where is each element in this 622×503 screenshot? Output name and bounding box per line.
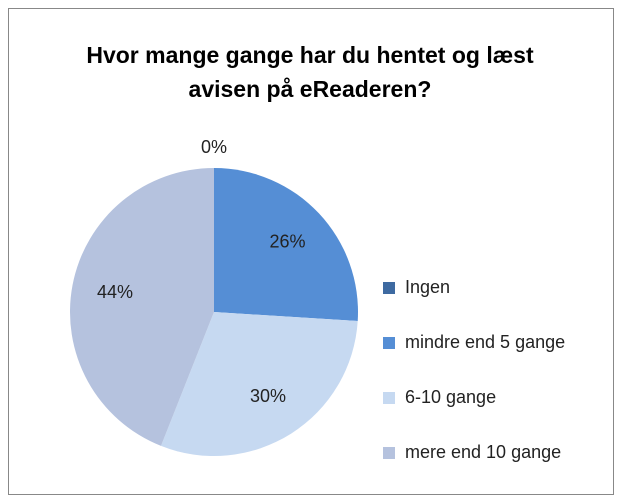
legend-label: mindre end 5 gange <box>405 332 565 352</box>
data-label: 30% <box>250 386 286 406</box>
legend-label: mere end 10 gange <box>405 442 561 462</box>
legend-swatch <box>383 447 395 459</box>
pie-slice <box>160 312 358 456</box>
legend-swatch <box>383 282 395 294</box>
legend-label: 6-10 gange <box>405 387 496 407</box>
pie-slice <box>214 168 358 322</box>
data-label: 44% <box>97 282 133 302</box>
pie-slice <box>69 168 215 446</box>
legend-swatch <box>383 337 395 349</box>
data-label: 26% <box>269 232 305 252</box>
legend-swatch <box>383 392 395 404</box>
chart-title: Hvor mange gange har du hentet og læst a… <box>86 42 534 102</box>
data-label: 0% <box>201 137 227 157</box>
legend-label: Ingen <box>405 277 450 297</box>
